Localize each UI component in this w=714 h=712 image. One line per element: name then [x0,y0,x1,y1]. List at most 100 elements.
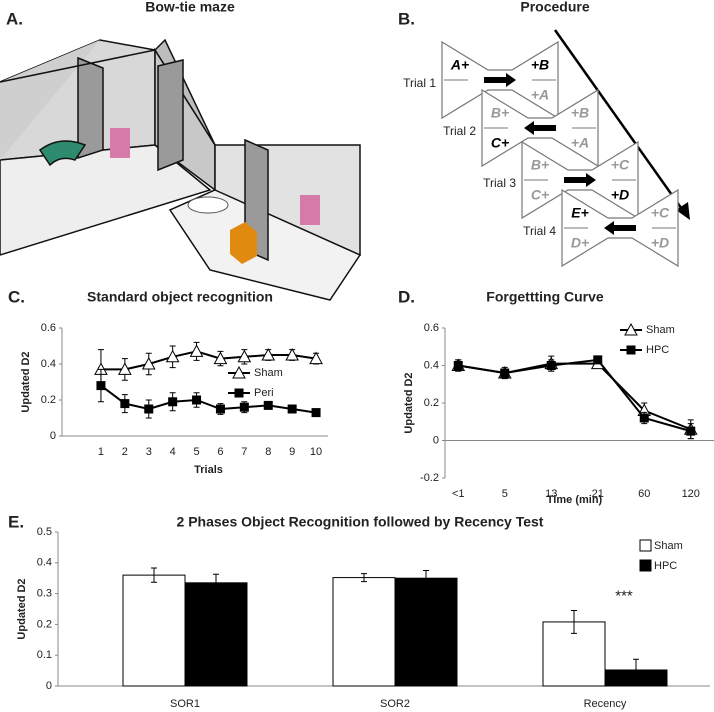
y-axis-label: Updated D2 [16,578,28,639]
error-bar [633,658,639,682]
x-tick-label: <1 [452,488,465,500]
legend-marker [626,345,636,355]
y-tick-label: 0.2 [41,394,56,406]
data-point [593,355,603,365]
x-tick-label: 13 [545,488,557,500]
legend-marker [234,388,244,398]
series-line [100,384,317,414]
series-line [100,350,317,371]
legend-label: Sham [254,367,283,379]
data-point [213,351,228,365]
panel-label: E. [8,512,24,531]
object-label: E+ [571,205,589,221]
series-line [458,362,692,431]
y-tick-label: 0.6 [41,322,56,334]
error-bar [571,610,577,634]
y-axis-label: Updated D2 [403,372,415,433]
error-bar [423,570,429,587]
data-point [285,347,299,361]
data-point [453,361,463,370]
error-bar [213,573,219,592]
legend-label: HPC [646,344,669,356]
object-label: +A [531,87,549,103]
x-tick-label: 9 [289,446,295,458]
object-label: +B [531,57,549,73]
arrow [484,73,516,87]
object-label: +B [571,105,589,121]
procedure-diagram: Trial 1 A+ +B +A Trial 2 B+ C+ +B +A Trial 3 B+ C+ +… [403,29,690,268]
object-label: C+ [491,135,509,151]
data-point [96,381,106,391]
data-point [144,404,154,414]
y-tick-label: 0 [433,434,439,446]
x-tick-label: 4 [170,446,176,458]
object-label: +D [611,187,629,203]
data-point [309,351,323,365]
y-tick-label: 0.3 [37,588,52,600]
object-label: B+ [531,157,549,173]
y-tick-label: 0.2 [424,397,439,409]
x-tick-label: Recency [584,698,627,710]
error-bar [151,567,157,583]
trial-label: Trial 2 [443,124,476,138]
data-point [287,404,297,414]
legend-label: Sham [646,324,675,336]
bar [122,574,186,687]
panel-label: B. [398,9,415,28]
data-point [120,399,130,409]
panel-title: Bow-tie maze [145,0,235,15]
legend-marker [624,322,638,336]
y-tick-label: 0 [50,430,56,442]
y-tick-label: 0.4 [41,358,56,370]
data-point [639,413,649,423]
x-tick-label: 120 [682,488,700,500]
arrow [564,173,596,187]
object-label: +C [611,157,630,173]
x-tick-label: 3 [146,446,152,458]
data-point [263,400,273,410]
x-tick-label: 2 [122,446,128,458]
x-tick-label: 21 [592,488,604,500]
chart-title: 2 Phases Object Recognition followed by … [177,514,544,530]
panel-label: A. [6,9,23,28]
error-bar [361,573,367,583]
x-tick-label: 6 [217,446,223,458]
x-tick-label: 7 [241,446,247,458]
data-point [189,344,204,357]
bar [184,582,248,687]
bar [394,577,458,687]
x-tick-label: 10 [310,446,322,458]
y-tick-label: 0.5 [37,526,52,538]
y-tick-label: 0 [46,680,52,692]
object-label: +A [571,135,589,151]
trial-label: Trial 3 [483,176,516,190]
legend-label: HPC [654,560,677,572]
x-tick-label: 1 [98,446,104,458]
maze-drawing [0,38,362,301]
x-tick-label: SOR2 [380,698,410,710]
arrow [524,121,556,135]
x-axis-label: Time (min) [547,494,603,506]
data-point [192,395,202,405]
series-line [458,358,692,433]
legend-marker [232,365,246,379]
x-tick-label: 8 [265,446,271,458]
arrow [604,221,636,235]
chart-title: Forgettting Curve [486,289,604,305]
chart-title: Standard object recognition [87,289,273,305]
y-tick-label: 0.1 [37,649,52,661]
panel-title: Procedure [520,0,589,15]
y-axis-label: Updated D2 [20,351,32,412]
object-label: B+ [491,105,509,121]
data-point [165,349,180,363]
data-point [546,361,556,370]
trial-label: Trial 4 [523,224,556,238]
x-tick-label: 5 [502,488,508,500]
x-tick-label: 60 [638,488,650,500]
object-label: A+ [450,57,469,73]
object-label: +C [651,205,670,221]
data-point [118,362,132,375]
legend-label: Peri [254,387,274,399]
legend-label: Sham [654,540,683,552]
